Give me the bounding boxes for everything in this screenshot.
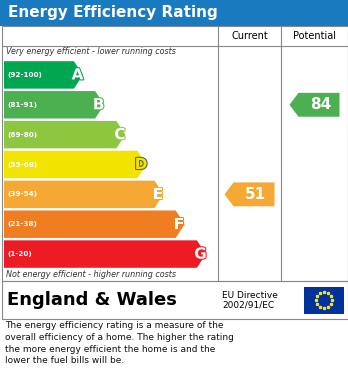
Text: A: A [72,67,83,83]
Text: E: E [153,187,163,202]
Text: G: G [194,247,207,262]
Text: (92-100): (92-100) [7,72,42,78]
Text: (21-38): (21-38) [7,221,37,227]
Polygon shape [4,61,83,89]
Polygon shape [4,121,125,148]
Text: Energy Efficiency Rating: Energy Efficiency Rating [8,5,218,20]
Text: (69-80): (69-80) [7,132,37,138]
Text: 84: 84 [310,97,331,112]
Polygon shape [4,181,164,208]
Text: Not energy efficient - higher running costs: Not energy efficient - higher running co… [6,270,176,279]
Text: D: D [135,157,147,172]
Polygon shape [290,93,340,117]
Text: England & Wales: England & Wales [7,291,177,309]
Text: 51: 51 [245,187,266,202]
Text: Very energy efficient - lower running costs: Very energy efficient - lower running co… [6,47,176,56]
Polygon shape [4,240,206,268]
Bar [2,26,348,281]
Polygon shape [224,183,275,206]
Text: (81-91): (81-91) [7,102,37,108]
Text: (39-54): (39-54) [7,191,37,197]
Text: F: F [174,217,184,232]
Text: EU Directive: EU Directive [222,291,278,300]
Text: (55-68): (55-68) [7,161,37,167]
Polygon shape [4,91,104,118]
Text: The energy efficiency rating is a measure of the
overall efficiency of a home. T: The energy efficiency rating is a measur… [5,321,234,366]
Bar [304,287,344,314]
Text: C: C [114,127,125,142]
Bar [0,0,348,26]
Bar [2,281,348,319]
Text: (1-20): (1-20) [7,251,32,257]
Polygon shape [4,210,185,238]
Text: Current: Current [231,31,268,41]
Polygon shape [4,151,147,178]
Text: B: B [93,97,104,112]
Text: Potential: Potential [293,31,336,41]
Text: 2002/91/EC: 2002/91/EC [222,301,274,310]
